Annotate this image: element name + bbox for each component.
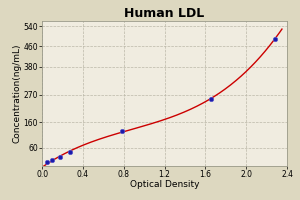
Point: [50, 159, 55, 162]
Point: [67, 150, 72, 153]
Y-axis label: Concentration(ng/mL): Concentration(ng/mL): [13, 44, 22, 143]
Point: [119, 130, 124, 133]
Title: Human LDL: Human LDL: [124, 7, 205, 20]
X-axis label: Optical Density: Optical Density: [130, 180, 199, 189]
Point: [58, 156, 63, 159]
Point: [272, 37, 277, 40]
Point: [45, 161, 50, 164]
Point: [208, 98, 213, 101]
